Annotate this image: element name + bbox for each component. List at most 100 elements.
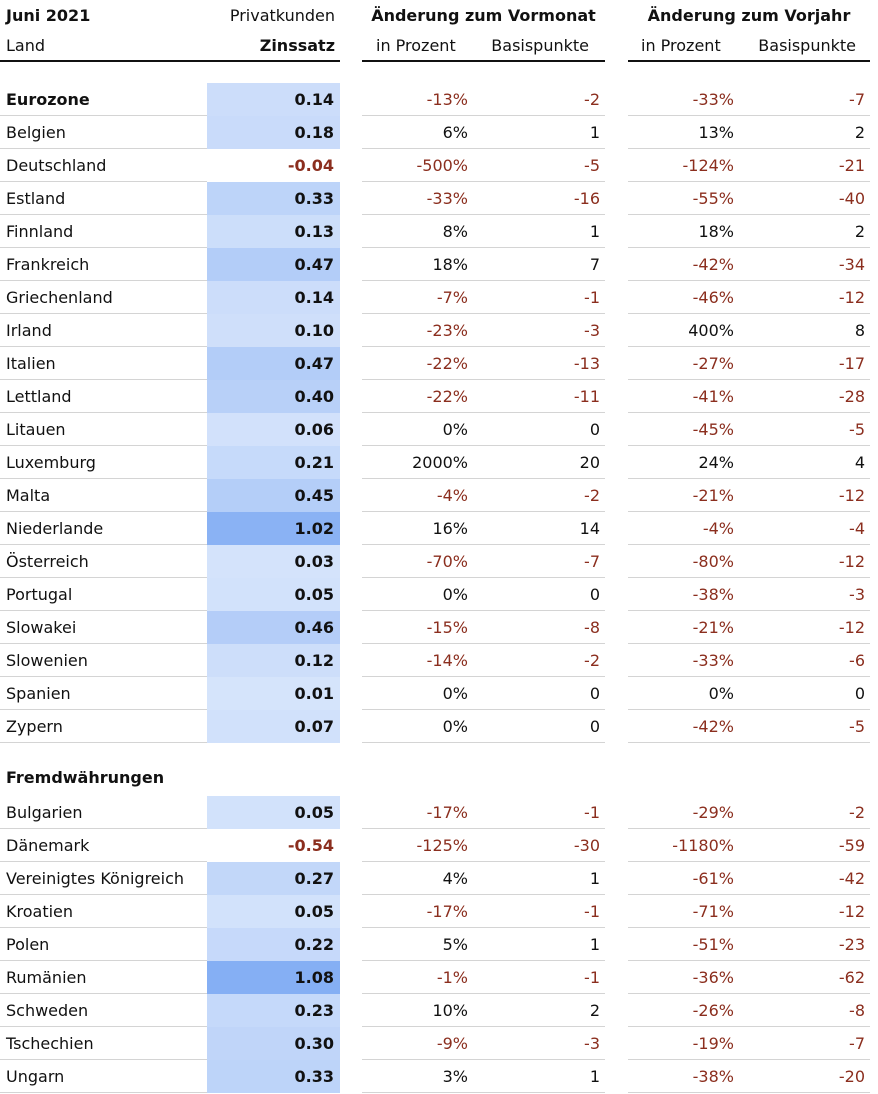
row-divider — [628, 247, 870, 248]
country-cell: Ungarn — [6, 1067, 65, 1086]
row-divider — [362, 544, 605, 545]
yoy-bp-cell: -34 — [838, 255, 865, 274]
yoy-bp-cell: -8 — [849, 1001, 865, 1020]
table-row: Slowakei 0.46 -15% -8 -21% -12 — [0, 611, 878, 644]
yoy-pct-cell: 18% — [698, 222, 734, 241]
row-divider — [0, 445, 207, 446]
table-row: Zypern 0.07 0% 0 -42% -5 — [0, 710, 878, 743]
country-cell: Deutschland — [6, 156, 107, 175]
row-divider — [0, 214, 207, 215]
mom-pct-cell: -500% — [416, 156, 468, 175]
yoy-pct-cell: 0% — [708, 684, 734, 703]
mom-pct-cell: 0% — [442, 585, 468, 604]
row-divider — [0, 861, 207, 862]
rate-cell: 0.30 — [207, 1027, 340, 1060]
row-divider — [362, 214, 605, 215]
mom-bp-cell: 0 — [589, 585, 600, 604]
table-row: Belgien 0.18 6% 1 13% 2 — [0, 116, 878, 149]
mom-pct-cell: -7% — [436, 288, 468, 307]
mom-pct-cell: 2000% — [412, 453, 468, 472]
row-divider — [362, 478, 605, 479]
row-divider — [362, 1092, 605, 1093]
row-divider — [362, 247, 605, 248]
column-header-mom-pct: in Prozent — [376, 36, 456, 55]
rate-cell: -0.54 — [287, 836, 334, 855]
row-divider — [628, 544, 870, 545]
rate-cell: 0.18 — [207, 116, 340, 149]
country-cell: Spanien — [6, 684, 71, 703]
mom-pct-cell: 5% — [442, 935, 468, 954]
mom-bp-cell: 1 — [589, 1067, 600, 1086]
country-cell: Slowakei — [6, 618, 77, 637]
yoy-bp-cell: -59 — [838, 836, 865, 855]
rate-cell: 0.27 — [207, 862, 340, 895]
mom-bp-cell: -30 — [573, 836, 600, 855]
rate-cell: 0.21 — [207, 446, 340, 479]
rate-cell: 0.05 — [207, 796, 340, 829]
mom-pct-cell: 0% — [442, 420, 468, 439]
table-row: Malta 0.45 -4% -2 -21% -12 — [0, 479, 878, 512]
row-divider — [0, 148, 207, 149]
mom-bp-cell: -1 — [584, 968, 600, 987]
table-row: Dänemark -0.54 -125% -30 -1180% -59 — [0, 829, 878, 862]
column-header-mom-bp: Basispunkte — [491, 36, 589, 55]
row-divider — [628, 577, 870, 578]
row-divider — [0, 511, 207, 512]
row-divider — [0, 379, 207, 380]
table-row: Portugal 0.05 0% 0 -38% -3 — [0, 578, 878, 611]
table-row: Bulgarien 0.05 -17% -1 -29% -2 — [0, 796, 878, 829]
rate-cell: 0.06 — [207, 413, 340, 446]
mom-pct-cell: 3% — [442, 1067, 468, 1086]
mom-bp-cell: 1 — [589, 123, 600, 142]
row-divider — [0, 577, 207, 578]
country-cell: Rumänien — [6, 968, 87, 987]
yoy-bp-cell: -12 — [838, 552, 865, 571]
row-divider — [628, 445, 870, 446]
country-cell: Finnland — [6, 222, 74, 241]
yoy-pct-cell: -33% — [692, 651, 734, 670]
header-rule-left — [0, 60, 340, 62]
rate-cell: 0.23 — [207, 994, 340, 1027]
mom-bp-cell: -13 — [573, 354, 600, 373]
mom-pct-cell: -4% — [436, 486, 468, 505]
yoy-pct-cell: 24% — [698, 453, 734, 472]
yoy-pct-cell: -21% — [692, 618, 734, 637]
country-cell: Kroatien — [6, 902, 74, 921]
mom-pct-cell: 16% — [432, 519, 468, 538]
country-cell: Estland — [6, 189, 66, 208]
row-divider — [0, 643, 207, 644]
rate-cell: 0.01 — [207, 677, 340, 710]
mom-bp-cell: -1 — [584, 803, 600, 822]
rate-cell: 0.07 — [207, 710, 340, 743]
rate-cell: 0.12 — [207, 644, 340, 677]
mom-bp-cell: -3 — [584, 321, 600, 340]
row-divider — [0, 280, 207, 281]
table-row: Rumänien 1.08 -1% -1 -36% -62 — [0, 961, 878, 994]
row-divider — [0, 544, 207, 545]
rate-cell: 0.22 — [207, 928, 340, 961]
yoy-bp-cell: -42 — [838, 869, 865, 888]
row-divider — [0, 115, 207, 116]
yoy-bp-cell: -12 — [838, 288, 865, 307]
row-divider — [0, 993, 207, 994]
row-divider — [628, 346, 870, 347]
row-divider — [0, 709, 207, 710]
row-divider — [0, 478, 207, 479]
row-divider — [362, 511, 605, 512]
table-row: Italien 0.47 -22% -13 -27% -17 — [0, 347, 878, 380]
yoy-bp-cell: -5 — [849, 717, 865, 736]
row-divider — [628, 511, 870, 512]
yoy-bp-cell: -6 — [849, 651, 865, 670]
mom-bp-cell: -1 — [584, 288, 600, 307]
table-row: Spanien 0.01 0% 0 0% 0 — [0, 677, 878, 710]
country-cell: Griechenland — [6, 288, 113, 307]
mom-bp-cell: 1 — [589, 869, 600, 888]
row-divider — [628, 742, 870, 743]
row-divider — [628, 894, 870, 895]
mom-bp-cell: -7 — [584, 552, 600, 571]
mom-pct-cell: 8% — [442, 222, 468, 241]
yoy-bp-cell: 2 — [854, 222, 865, 241]
rate-cell: 0.47 — [207, 347, 340, 380]
mom-pct-cell: -1% — [436, 968, 468, 987]
row-divider — [628, 1059, 870, 1060]
